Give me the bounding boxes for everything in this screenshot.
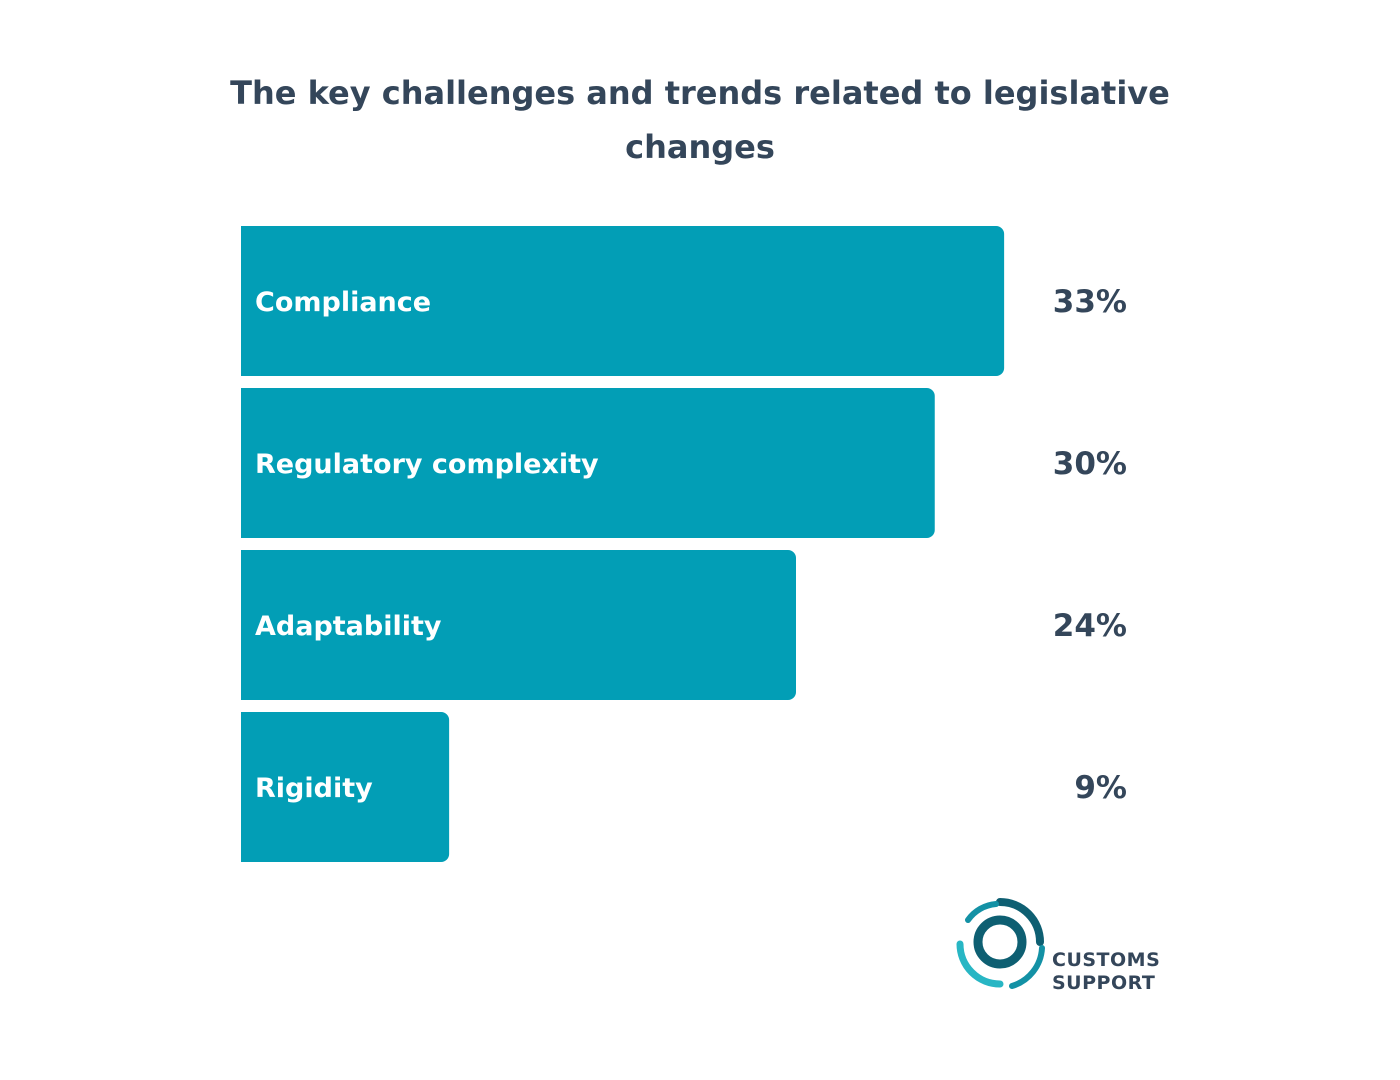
value-label-compliance: 33% — [1053, 284, 1127, 320]
bar-adaptability — [241, 550, 796, 700]
value-label-regulatory-complexity: 30% — [1053, 446, 1127, 482]
chart-title: The key challenges and trends related to… — [230, 74, 1170, 166]
logo-line-1: CUSTOMS — [1052, 949, 1161, 971]
bar-label-adaptability: Adaptability — [255, 611, 442, 642]
value-label-rigidity: 9% — [1074, 770, 1127, 806]
logo-line-2: SUPPORT — [1052, 972, 1156, 994]
bar-label-rigidity: Rigidity — [255, 773, 373, 804]
logo-text: CUSTOMS SUPPORT — [1052, 949, 1160, 995]
customs-support-logo: CUSTOMS SUPPORT — [952, 894, 1182, 994]
value-label-adaptability: 24% — [1053, 608, 1127, 644]
bar-label-regulatory-complexity: Regulatory complexity — [255, 449, 599, 480]
swirl-logo-icon — [956, 898, 1045, 989]
bar-regulatory-complexity — [241, 388, 935, 538]
bar-label-compliance: Compliance — [255, 287, 431, 318]
bar-compliance — [241, 226, 1005, 376]
bar-rigidity — [241, 712, 450, 862]
